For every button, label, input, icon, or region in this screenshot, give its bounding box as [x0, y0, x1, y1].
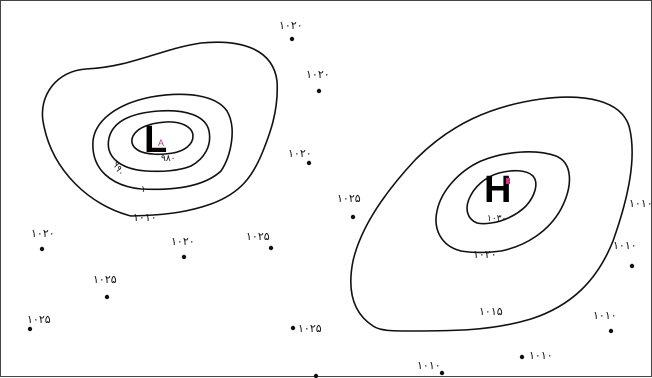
station-dot [439, 370, 445, 376]
station: ۱۰۲۰ [288, 147, 312, 166]
station: ۱۰۱۰ [593, 309, 617, 334]
station: ۱۰۲۰ [279, 19, 303, 42]
low-center-marker: A [158, 138, 164, 148]
isobar-1020-high [435, 151, 571, 254]
high-pressure-system: H ۱۰۳۰ ۱۰۲۰ ۱۰۱۵ [350, 96, 633, 332]
isobar-label-1015: ۱۰۱۵ [479, 305, 503, 318]
station-value: ۱۰۱۰ [613, 239, 637, 252]
station-dot [104, 294, 110, 300]
low-center-label: L [144, 119, 167, 161]
station-value: ۱۰۲۵ [337, 192, 361, 205]
station-dot [39, 246, 45, 252]
station: ۱۰۱۰ [519, 349, 553, 362]
station-dot [306, 160, 312, 166]
station-dot [313, 373, 319, 378]
station-dot [629, 263, 635, 269]
isobar-label-1020: ۱۰۲۰ [473, 248, 497, 261]
station: ۱۰۲۵ [93, 273, 117, 300]
high-center-label: H [484, 169, 511, 211]
isobar-1010-low [41, 41, 279, 217]
station-dot [608, 328, 614, 334]
station-dot [316, 88, 322, 94]
station-dot [181, 254, 187, 260]
station: ۱۰۱۰ [417, 359, 445, 376]
station-dot [290, 325, 296, 331]
station-value: ۱۰۲۰ [31, 227, 55, 240]
isobar-980-low [131, 121, 194, 156]
isobar-label-1010: ۱۰۱۰ [133, 211, 157, 224]
isobar-1030-high [466, 169, 537, 225]
station: ۱۰۲۵ [290, 322, 322, 335]
station: ۱۰۲۵ [246, 230, 274, 251]
station-value: ۱۰۲۰ [306, 68, 330, 81]
station-value: ۱۰۲۰ [288, 147, 312, 160]
station: ۱۰۲۰ [171, 235, 195, 260]
station-value: ۱۰۲۰ [171, 235, 195, 248]
station: ۱۰۲۰ [306, 68, 330, 94]
station: ۱۰۲۰ [31, 227, 55, 252]
station-value: ۱۰۲۵ [27, 313, 51, 326]
station-dot [350, 214, 356, 220]
station-dot [289, 36, 295, 42]
isobar-label-980: ۹۸۰ [161, 154, 176, 164]
isobar-1000-low [92, 93, 233, 191]
isobar-label-990: ۹۹۰ [110, 160, 126, 178]
station: ۱۰۱۰ [613, 239, 637, 269]
station-dot [268, 245, 274, 251]
station-value: ۱۰۲۵ [246, 230, 270, 243]
station-observations: ۱۰۲۰ ۱۰۲۰ ۱۰۲۰ ۱۰۲۵ ۱۰۲۰ ۱۰۲۰ ۱۰۲۵ ۱۰۲۵ [27, 19, 652, 378]
station-dot [27, 326, 33, 332]
station-value: ۱۰۲۰ [279, 19, 303, 32]
station-value: ۱۰۲۵ [93, 273, 117, 286]
station-value: ۱۰۱۰ [593, 309, 617, 322]
station: ۱۰۱۰ [629, 197, 652, 210]
isobar-label-1030: ۱۰۳۰ [487, 214, 506, 224]
station: ۱۰۲۵ [27, 313, 51, 332]
low-pressure-system: L A ۹۸۰ ۹۹۰ ۱۰۰۰ ۱۰۱۰ [41, 41, 279, 224]
isobar-label-1000: ۱۰۰۰ [141, 185, 160, 195]
station-value: ۱۰۱۰ [629, 197, 652, 210]
isobar-1015-high [350, 96, 633, 332]
station-value: ۱۰۲۵ [298, 322, 322, 335]
high-center-marker [506, 178, 510, 184]
station-value: ۱۰۱۰ [529, 349, 553, 362]
isobar-990-low [107, 109, 211, 173]
station: ۱۰۲۵ [337, 192, 361, 220]
station-value: ۱۰۱۰ [417, 359, 441, 372]
station-dot [519, 354, 525, 360]
